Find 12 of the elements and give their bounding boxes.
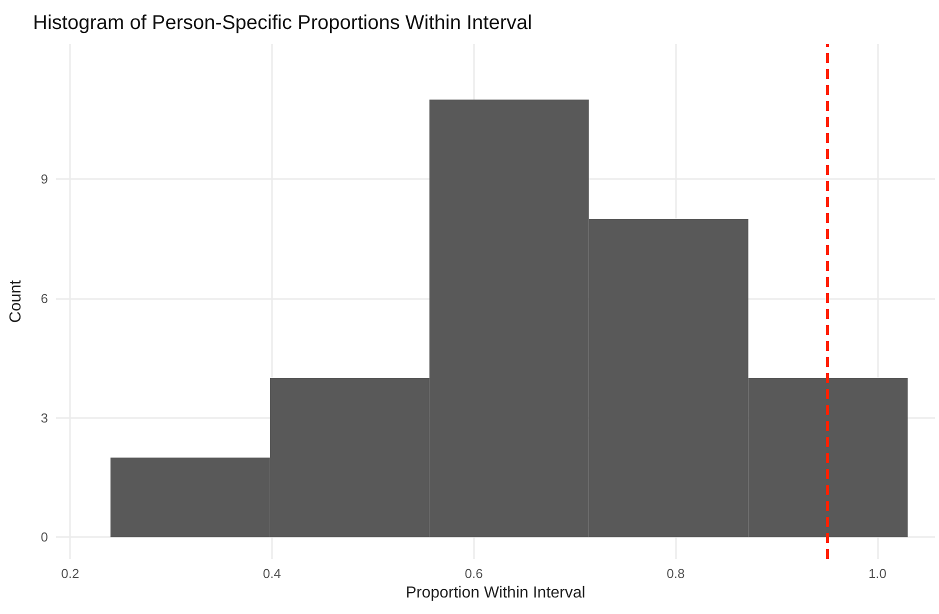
chart-title: Histogram of Person-Specific Proportions Within Interval	[33, 12, 532, 34]
y-tick-label: 0	[40, 530, 48, 545]
x-tick-label: 0.4	[262, 566, 282, 581]
x-tick-label: 1.0	[868, 566, 887, 581]
y-tick-label: 9	[40, 172, 48, 187]
x-tick-label: 0.6	[464, 566, 483, 581]
y-axis-title: Count	[8, 280, 24, 323]
y-tick-label: 3	[40, 410, 48, 426]
x-axis-title: Proportion Within Interval	[406, 584, 586, 602]
y-tick-label: 6	[40, 291, 48, 306]
x-tick-label: 0.2	[61, 566, 80, 581]
x-tick-label: 0.8	[666, 566, 685, 581]
